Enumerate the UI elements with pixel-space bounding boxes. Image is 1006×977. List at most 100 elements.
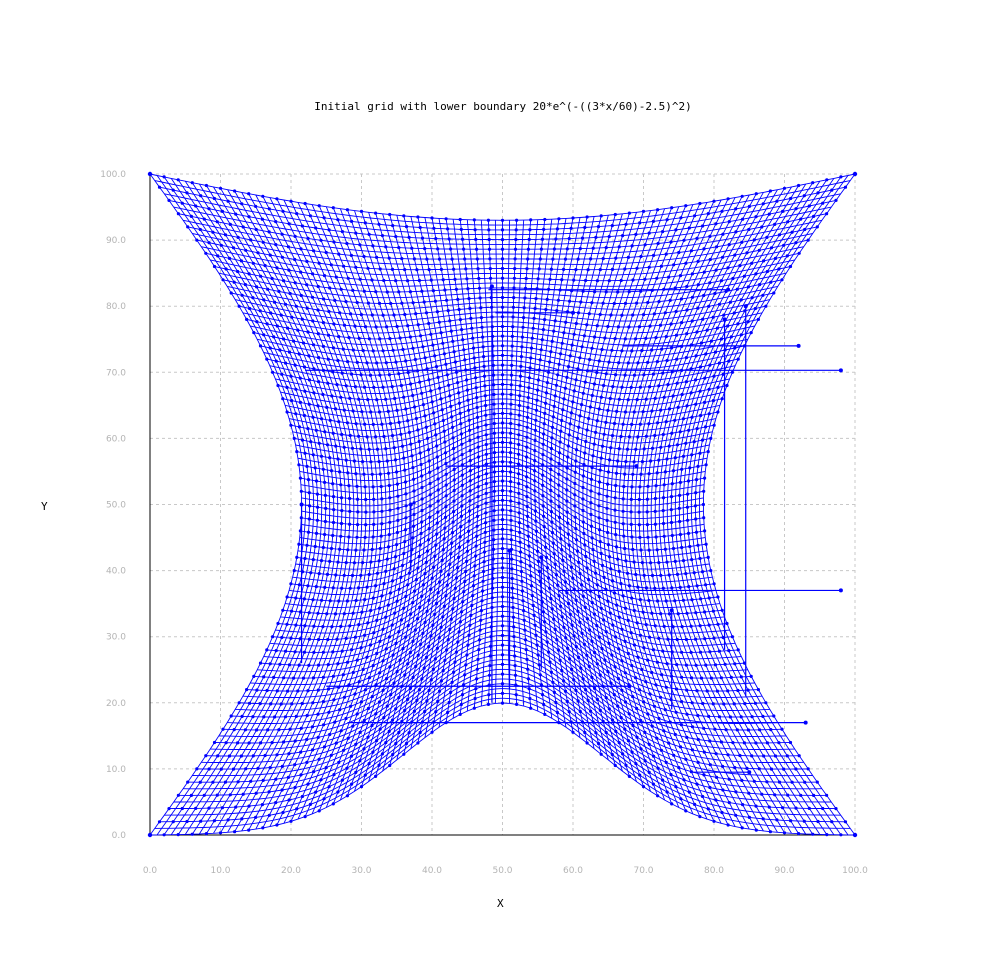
stray-segment-end <box>507 548 512 553</box>
x-tick-label: 100.0 <box>842 866 868 876</box>
stray-segment-end <box>571 310 575 315</box>
stray-segment-end <box>627 684 632 689</box>
grid-column-line <box>353 210 419 792</box>
grid-column-line <box>546 217 581 738</box>
grid-column-line <box>682 180 821 835</box>
grid-column-line <box>227 189 347 833</box>
grid-column-line <box>184 180 323 835</box>
y-tick-label: 30.0 <box>106 633 126 643</box>
grid-column-line <box>650 192 764 832</box>
y-axis-label: Y <box>41 500 48 513</box>
grid-column-line <box>538 218 567 728</box>
y-tick-label: 100.0 <box>100 170 126 180</box>
grid-column-line <box>494 220 499 704</box>
stray-segment-end <box>669 608 674 613</box>
grid-column-line <box>570 213 623 772</box>
stray-segment-end <box>796 343 801 348</box>
stray-segment-end <box>838 368 843 373</box>
grid-column-line <box>198 183 331 835</box>
grid-column-line <box>514 220 525 707</box>
grid-column-line <box>283 199 379 824</box>
corner-point <box>852 171 858 177</box>
grid-column-line <box>506 220 511 704</box>
grid-node-points <box>292 411 713 451</box>
stray-segment-end <box>539 555 544 560</box>
x-tick-label: 80.0 <box>704 866 724 876</box>
grid-column-line <box>602 206 680 808</box>
grid-column-line <box>170 178 315 835</box>
grid-column-line <box>410 216 451 749</box>
grid-column-line <box>626 199 722 824</box>
grid-column-line <box>480 220 491 707</box>
y-tick-label: 10.0 <box>106 765 126 775</box>
corner-point <box>147 832 153 838</box>
grid-column-line <box>452 219 475 719</box>
y-tick-label: 40.0 <box>106 567 126 577</box>
corner-point <box>147 171 153 177</box>
y-tick-label: 60.0 <box>106 434 126 444</box>
stray-segment-end <box>803 720 808 725</box>
stray-segment-end <box>489 284 494 289</box>
x-tick-label: 0.0 <box>143 866 158 876</box>
stray-segment-end <box>722 317 727 322</box>
grid-column-line <box>642 194 750 830</box>
y-tick-label: 50.0 <box>106 501 126 511</box>
grid-column-line <box>610 204 694 815</box>
grid-column-line <box>698 175 849 836</box>
y-tick-label: 70.0 <box>106 368 126 378</box>
grid-column-line <box>594 208 666 801</box>
grid-column-line <box>269 197 371 827</box>
grid-column-line <box>690 178 835 835</box>
stray-segment-end <box>408 502 413 507</box>
stray-segment-end <box>726 287 731 292</box>
stray-segment-end <box>634 464 639 469</box>
x-tick-label: 30.0 <box>351 866 371 876</box>
grid-column-line <box>618 202 708 820</box>
corner-point <box>852 832 858 838</box>
x-axis-label: X <box>497 897 504 910</box>
grid-node-points <box>237 304 768 329</box>
grid-column-line <box>634 197 736 827</box>
grid-column-line <box>554 216 595 749</box>
grid-column-line <box>255 194 363 830</box>
grid-node-points <box>297 431 708 476</box>
stray-segment-end <box>747 770 752 775</box>
grid-column-line <box>666 186 792 834</box>
grid-column-line <box>241 192 355 832</box>
stray-segment-end <box>299 502 304 507</box>
y-tick-label: 80.0 <box>106 302 126 312</box>
grid-column-line <box>382 213 435 772</box>
grid-node-points <box>212 264 793 294</box>
grid-node-points <box>252 331 753 353</box>
grid-node-points <box>148 172 857 222</box>
x-tick-label: 20.0 <box>281 866 301 876</box>
grid-column-line <box>424 217 459 738</box>
grid-column-line <box>586 210 651 792</box>
chart-title: Initial grid with lower boundary 20*e^(-… <box>314 100 692 113</box>
stray-segment-end <box>838 588 843 593</box>
grid-column-line <box>466 219 483 712</box>
y-tick-label: 0.0 <box>112 831 127 841</box>
x-tick-label: 60.0 <box>563 866 583 876</box>
grid-column-line <box>562 215 609 761</box>
grid-column-line <box>674 183 807 835</box>
y-tick-label: 90.0 <box>106 236 126 246</box>
x-tick-label: 70.0 <box>633 866 653 876</box>
grid-column-line <box>522 219 539 712</box>
x-tick-label: 90.0 <box>774 866 794 876</box>
grid-column-line <box>325 206 403 808</box>
grid-column-line <box>311 204 395 815</box>
grid-column-line <box>156 175 307 836</box>
x-tick-label: 40.0 <box>422 866 442 876</box>
grid-column-line <box>438 218 467 728</box>
x-tick-label: 10.0 <box>210 866 230 876</box>
grid-node-points <box>295 421 710 464</box>
grid-column-line <box>213 186 339 834</box>
x-tick-label: 50.0 <box>492 866 512 876</box>
grid-column-line <box>396 215 443 761</box>
grid-column-line <box>297 202 387 820</box>
stray-segment-end <box>743 304 748 309</box>
y-tick-label: 20.0 <box>106 699 126 709</box>
grid-column-line <box>658 189 778 833</box>
